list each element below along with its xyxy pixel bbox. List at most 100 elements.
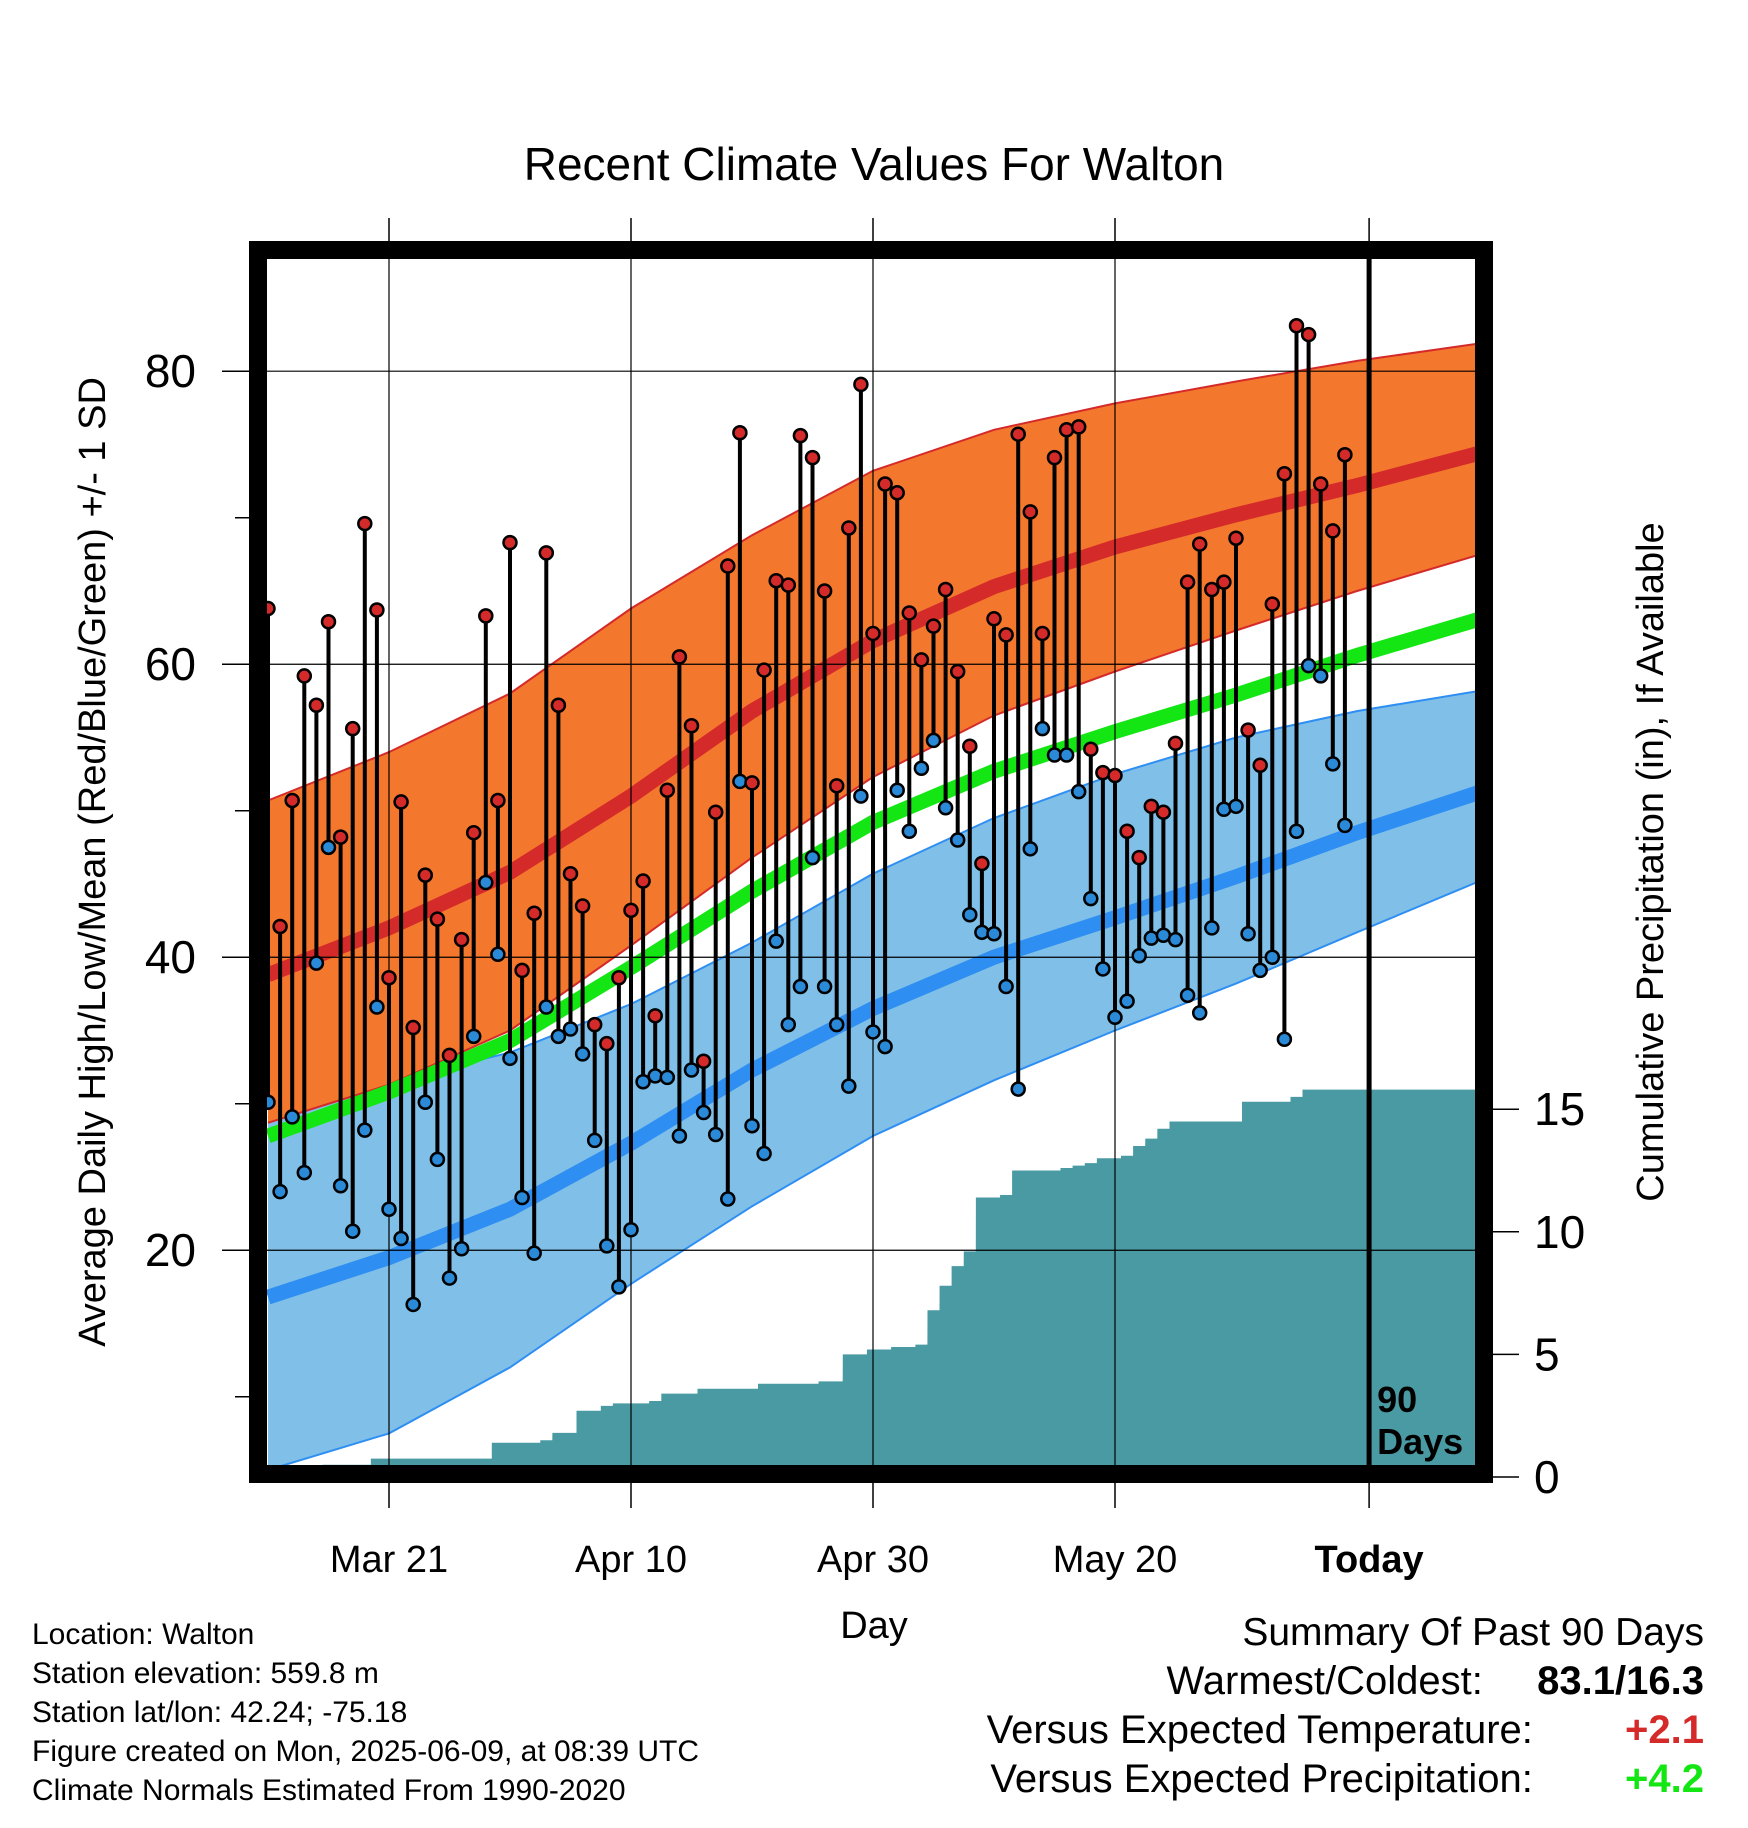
daily-low-point xyxy=(1300,657,1317,674)
daily-low-point xyxy=(417,1094,434,1111)
daily-high-point xyxy=(792,427,809,444)
summary-title: Summary Of Past 90 Days xyxy=(1242,1611,1704,1654)
daily-high-point xyxy=(357,515,373,532)
daily-high-point xyxy=(720,558,736,574)
daily-high-point xyxy=(1083,741,1099,757)
daily-low-point xyxy=(659,1069,676,1086)
today-marker-line: 90 xyxy=(1377,1379,1417,1420)
daily-high-point xyxy=(1337,446,1353,463)
axis-ticks: Mar 21 Apr 10 Apr 30 May 20 Today 20 40 60 80 0 5 1… xyxy=(145,218,1585,1581)
daily-high-point xyxy=(1216,574,1232,590)
daily-high-point xyxy=(1191,536,1208,552)
daily-low-point xyxy=(901,823,918,839)
daily-high-point xyxy=(1046,449,1063,466)
x-tick-label: May 20 xyxy=(1053,1539,1178,1581)
precip-area xyxy=(268,1089,1480,1470)
daily-high-point xyxy=(671,649,688,665)
daily-high-point xyxy=(841,520,857,536)
daily-low-point xyxy=(1288,823,1305,839)
daily-low-point xyxy=(1167,931,1184,948)
summary-panel: Summary Of Past 90 Days Warmest/Coldest:… xyxy=(987,1608,1704,1804)
latlon-text: Station lat/lon: 42.24; -75.18 xyxy=(32,1696,408,1729)
daily-high-point xyxy=(308,697,325,713)
daily-high-point xyxy=(816,583,833,599)
daily-high-point xyxy=(296,668,313,684)
daily-high-point xyxy=(949,663,966,680)
y-tick-label: 20 xyxy=(145,1224,196,1276)
y2-tick-label: 15 xyxy=(1534,1083,1585,1135)
daily-low-point xyxy=(514,1189,530,1206)
daily-low-point xyxy=(1204,920,1220,936)
daily-high-point xyxy=(320,613,337,630)
daily-high-point xyxy=(925,618,942,634)
daily-low-point xyxy=(393,1230,409,1247)
today-marker-label: 90 Days xyxy=(1377,1379,1463,1462)
chart-title: Recent Climate Values For Walton xyxy=(524,138,1225,190)
daily-high-point xyxy=(1010,426,1026,442)
daily-high-point xyxy=(1070,419,1087,435)
daily-high-point xyxy=(1034,625,1051,642)
daily-high-point xyxy=(405,1019,421,1036)
daily-low-point xyxy=(1276,1031,1293,1048)
daily-high-point xyxy=(756,662,772,678)
daily-low-point xyxy=(635,1074,651,1090)
daily-high-point xyxy=(1119,823,1135,839)
daily-high-point xyxy=(332,829,349,845)
daily-high-point xyxy=(865,625,881,642)
daily-high-point xyxy=(889,485,905,501)
daily-high-point xyxy=(901,605,918,621)
daily-high-point xyxy=(393,794,409,810)
daily-high-point xyxy=(913,652,930,668)
daily-high-point xyxy=(974,855,990,872)
daily-high-point xyxy=(1300,326,1317,343)
daily-low-point xyxy=(925,732,942,749)
daily-low-point xyxy=(768,933,784,949)
daily-high-point xyxy=(804,449,821,466)
daily-high-point xyxy=(744,775,760,791)
daily-high-point xyxy=(828,778,845,794)
daily-low-point xyxy=(308,955,325,971)
daily-low-point xyxy=(332,1178,349,1194)
y-axis-label: Average Daily High/Low/Mean (Red/Blue/Gr… xyxy=(72,377,114,1347)
temp-anomaly-value: +2.1 xyxy=(1625,1708,1704,1752)
daily-low-point xyxy=(1010,1081,1026,1097)
daily-high-point xyxy=(1276,466,1293,482)
location-text: Location: Walton xyxy=(32,1618,255,1651)
daily-low-point xyxy=(611,1279,627,1295)
daily-low-point xyxy=(623,1221,639,1238)
daily-high-point xyxy=(998,627,1014,643)
daily-high-point xyxy=(1228,530,1244,546)
daily-high-point xyxy=(550,697,567,713)
daily-low-point xyxy=(405,1296,421,1313)
normals-text: Climate Normals Estimated From 1990-2020 xyxy=(32,1774,626,1807)
x-axis-label: Day xyxy=(840,1605,908,1647)
daily-low-point xyxy=(853,788,869,804)
daily-low-point xyxy=(1058,747,1075,763)
daily-high-point xyxy=(586,1016,603,1033)
daily-high-point xyxy=(490,792,506,809)
daily-high-point xyxy=(369,602,385,618)
daily-high-point xyxy=(417,867,434,883)
warmest-coldest-value: 83.1/16.3 xyxy=(1537,1659,1704,1703)
daily-high-point xyxy=(478,608,494,624)
y-tick-label: 40 xyxy=(145,931,196,983)
x-tick-label: Mar 21 xyxy=(330,1539,448,1581)
daily-high-point xyxy=(683,717,700,734)
daily-low-point xyxy=(671,1128,688,1144)
daily-high-point xyxy=(623,902,639,919)
daily-low-point xyxy=(1022,841,1039,857)
daily-high-point xyxy=(695,1053,712,1069)
daily-high-point xyxy=(574,898,591,914)
temp-anomaly-row: Versus Expected Temperature: +2.1 xyxy=(987,1706,1704,1755)
daily-high-point xyxy=(647,1008,663,1024)
daily-low-point xyxy=(1228,798,1244,815)
y2-axis-label: Cumulative Precipitation (in), If Availa… xyxy=(1630,522,1672,1201)
daily-low-point xyxy=(465,1028,482,1045)
daily-high-point xyxy=(1264,596,1281,612)
daily-low-point xyxy=(889,782,905,798)
daily-low-point xyxy=(1325,756,1341,772)
warmest-coldest-label: Warmest/Coldest: xyxy=(1166,1659,1483,1703)
daily-high-point xyxy=(465,824,482,841)
daily-low-point xyxy=(937,800,954,816)
daily-high-point xyxy=(707,804,724,820)
